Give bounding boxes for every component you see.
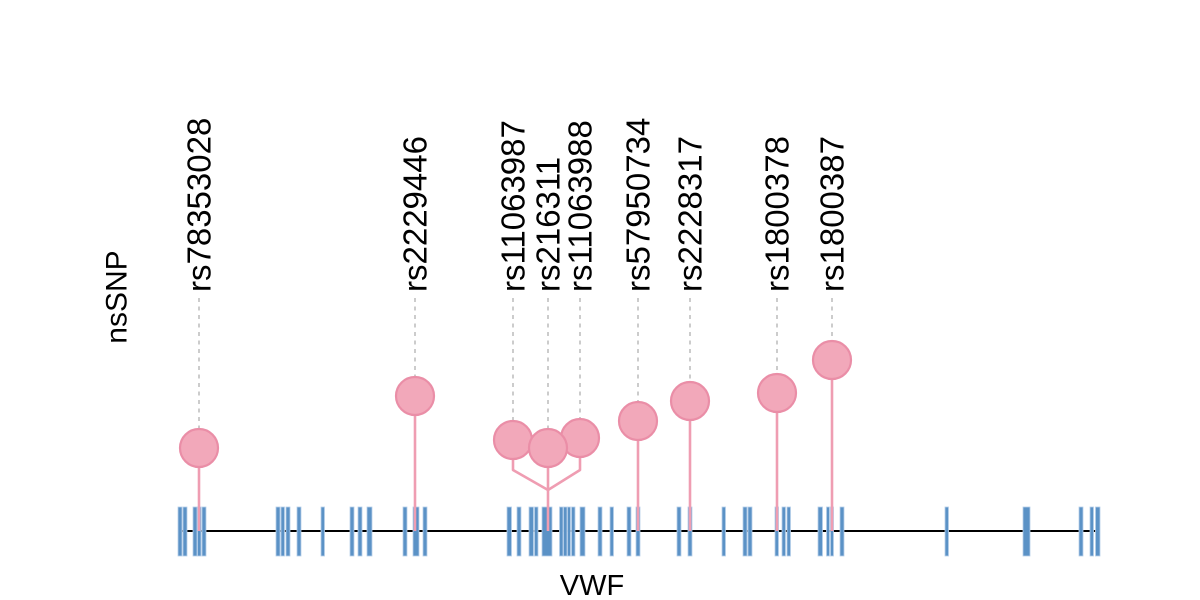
exon <box>320 506 325 557</box>
snp-markers <box>178 339 853 469</box>
exon <box>563 506 568 557</box>
exon <box>1095 506 1101 557</box>
exon <box>944 506 949 557</box>
snp-label-rs57950734: rs57950734 <box>620 118 657 292</box>
exon <box>571 506 576 557</box>
exon <box>506 506 512 557</box>
exon <box>559 506 564 557</box>
exon <box>742 506 748 557</box>
snp-marker-rs2229446 <box>394 375 436 417</box>
gene-track <box>177 506 1101 557</box>
exon <box>1078 506 1084 557</box>
snp-marker-rs78353028 <box>178 427 220 469</box>
exon <box>192 506 198 557</box>
exon <box>349 506 355 557</box>
exon <box>786 506 791 557</box>
exon <box>366 506 373 557</box>
exon <box>567 506 571 557</box>
snp-label-rs1800378: rs1800378 <box>759 136 796 292</box>
exon <box>516 506 522 557</box>
exon <box>609 506 614 557</box>
exon <box>597 506 603 557</box>
snp-marker-rs57950734 <box>617 400 659 442</box>
exon <box>534 506 539 557</box>
snp-marker-rs216311 <box>527 427 569 469</box>
exon <box>747 506 753 557</box>
snp-labels: rs78353028 rs2229446 rs11063987rs216311rs1… <box>181 118 851 292</box>
snp-marker-rs11063987 <box>492 419 534 461</box>
exon <box>676 506 682 557</box>
exon <box>177 506 183 557</box>
exon <box>1089 506 1094 557</box>
exon <box>781 506 786 557</box>
snp-label-rs2228317: rs2228317 <box>672 136 709 292</box>
exon <box>721 506 726 557</box>
exon <box>626 506 632 557</box>
exon <box>275 506 281 557</box>
exon <box>280 506 285 557</box>
snp-marker-rs1800378 <box>756 372 798 414</box>
snp-label-rs1800387: rs1800387 <box>814 136 851 292</box>
exon <box>182 506 188 557</box>
exon <box>826 506 830 557</box>
exon <box>357 506 363 557</box>
snp-label-rs11063987: rs11063987 <box>495 120 532 292</box>
exon <box>579 506 586 557</box>
exon <box>528 506 534 557</box>
exon <box>285 506 291 557</box>
exon <box>402 506 408 557</box>
exon <box>817 506 823 557</box>
snp-label-rs78353028: rs78353028 <box>181 118 218 292</box>
snp-label-rs11063988: rs11063988 <box>562 120 599 292</box>
exon <box>839 506 845 557</box>
snp-marker-rs2228317 <box>669 380 711 422</box>
exon <box>422 506 428 557</box>
gene-label: VWF <box>560 570 624 600</box>
exon <box>296 506 302 557</box>
snp-label-rs216311: rs216311 <box>530 157 567 292</box>
exon <box>201 506 207 557</box>
leader-lines <box>198 298 833 428</box>
track-title: nsSNP <box>101 250 134 343</box>
snp-label-rs2229446: rs2229446 <box>397 136 434 292</box>
exon <box>1022 506 1031 557</box>
snp-marker-rs1800387 <box>811 339 853 381</box>
